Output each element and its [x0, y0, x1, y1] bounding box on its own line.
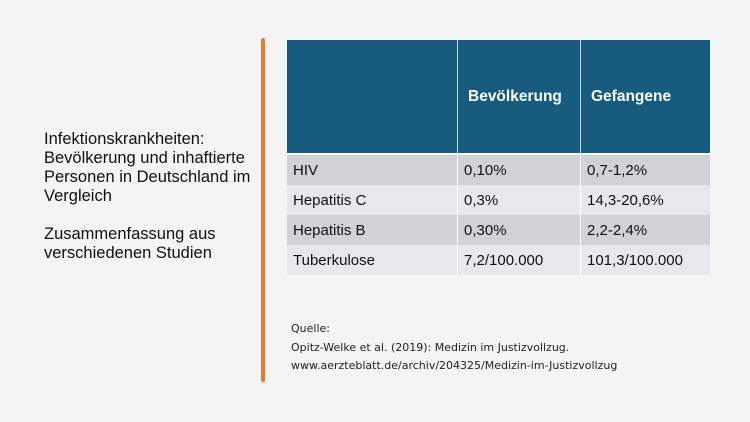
cell: 0,7-1,2% — [580, 154, 710, 185]
vertical-divider — [261, 38, 265, 382]
cell: Tuberkulose — [287, 245, 458, 275]
cell: HIV — [287, 154, 458, 185]
header-cell: Bevölkerung — [457, 40, 581, 154]
cell: 101,3/100.000 — [580, 245, 710, 275]
table-row: HIV 0,10% 0,7-1,2% — [287, 154, 710, 185]
title-line: Infektionskrankheiten: Bevölkerung und i… — [44, 130, 251, 205]
table-row: Tuberkulose 7,2/100.000 101,3/100.000 — [287, 245, 710, 275]
source-note: Quelle: Opitz-Welke et al. (2019): Mediz… — [291, 320, 617, 376]
cell: 0,10% — [457, 154, 581, 185]
header-cell: Gefangene — [580, 40, 710, 154]
source-url: www.aerzteblatt.de/archiv/204325/Medizin… — [291, 359, 618, 372]
slide-title: Infektionskrankheiten: Bevölkerung und i… — [44, 130, 254, 282]
cell: 0,30% — [457, 215, 581, 245]
cell: 14,3-20,6% — [580, 185, 710, 215]
cell: 7,2/100.000 — [457, 245, 581, 275]
cell: Hepatitis C — [287, 185, 458, 215]
cell: Hepatitis B — [287, 215, 458, 245]
header-cell — [287, 40, 458, 154]
table-header-row: Bevölkerung Gefangene — [287, 40, 710, 154]
table-row: Hepatitis B 0,30% 2,2-2,4% — [287, 215, 710, 245]
table-row: Hepatitis C 0,3% 14,3-20,6% — [287, 185, 710, 215]
comparison-table: Bevölkerung Gefangene HIV 0,10% 0,7-1,2%… — [287, 40, 710, 275]
source-citation: Opitz-Welke et al. (2019): Medizin im Ju… — [291, 340, 570, 354]
cell: 0,3% — [457, 185, 581, 215]
cell: 2,2-2,4% — [580, 215, 710, 245]
subtitle-line: Zusammenfassung aus verschiedenen Studie… — [44, 225, 216, 262]
source-label: Quelle: — [291, 322, 330, 335]
